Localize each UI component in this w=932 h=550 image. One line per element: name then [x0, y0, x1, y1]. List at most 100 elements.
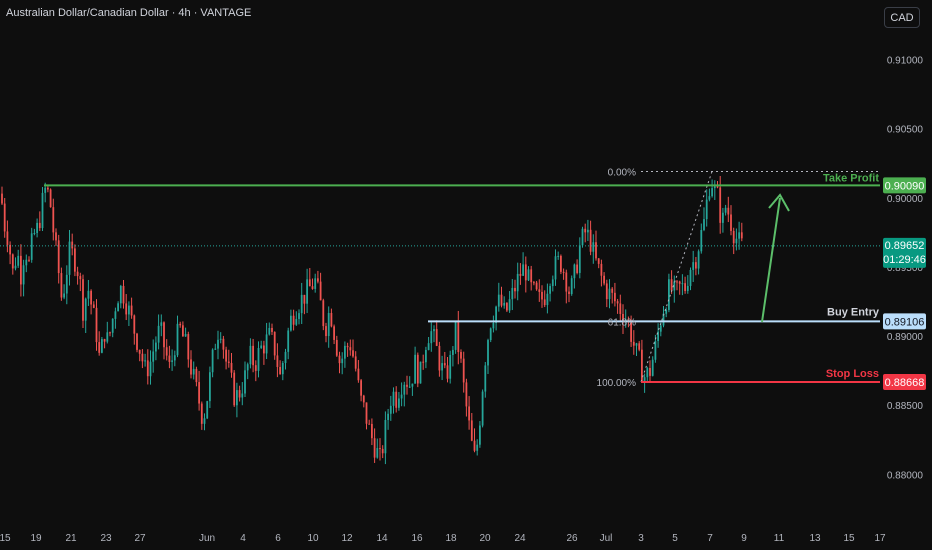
- candle: [3, 198, 6, 238]
- candle: [157, 314, 160, 350]
- candle: [678, 280, 681, 295]
- candle: [541, 285, 543, 308]
- candle: [352, 339, 354, 358]
- candle: [551, 275, 554, 292]
- candle: [371, 418, 373, 446]
- candle: [398, 391, 400, 411]
- candle: [446, 356, 449, 383]
- candle: [238, 385, 241, 402]
- candle: [349, 339, 352, 356]
- candle: [260, 340, 263, 350]
- candle: [49, 188, 52, 208]
- candle: [481, 389, 484, 428]
- candle: [65, 265, 68, 305]
- candle: [549, 283, 551, 302]
- fib-618-label: 61.8%: [608, 317, 636, 328]
- candle: [516, 262, 519, 301]
- candle: [395, 386, 398, 413]
- candle: [697, 249, 700, 275]
- candle: [381, 445, 384, 459]
- candle: [117, 301, 119, 312]
- x-tick-label: 18: [445, 533, 457, 544]
- candle: [597, 258, 600, 269]
- candle: [109, 331, 111, 337]
- candle: [130, 297, 133, 319]
- candle: [722, 207, 724, 233]
- candle: [681, 274, 684, 296]
- take-profit-label: Take Profit: [823, 172, 879, 184]
- candle: [219, 332, 222, 344]
- currency-button[interactable]: CAD: [884, 7, 920, 28]
- candle: [249, 338, 252, 369]
- candle: [98, 331, 101, 356]
- candle: [711, 179, 713, 198]
- candle: [176, 315, 179, 358]
- candle: [600, 259, 603, 287]
- candle: [673, 275, 676, 303]
- x-tick-label: 19: [30, 533, 42, 544]
- x-tick-label: 27: [134, 533, 146, 544]
- candle: [614, 282, 616, 307]
- candle: [511, 279, 514, 311]
- candle: [476, 439, 479, 456]
- candle: [692, 250, 695, 282]
- candle: [500, 286, 503, 308]
- candle: [87, 279, 90, 306]
- x-tick-label: 20: [479, 533, 491, 544]
- y-axis[interactable]: 0.91000 0.90500 0.90000 0.89500 0.89000 0.885…: [887, 55, 924, 481]
- candle: [273, 331, 276, 360]
- candle: [538, 279, 541, 302]
- candle: [384, 411, 387, 465]
- candle: [578, 237, 581, 279]
- candle: [271, 323, 273, 336]
- fib-diagonal: [640, 171, 713, 383]
- projection-arrow[interactable]: [761, 193, 790, 323]
- stop-loss-price-tag: 0.88668: [883, 373, 926, 390]
- candle: [300, 282, 303, 325]
- x-axis[interactable]: 15 19 21 23 27 Jun 4 6 10 12 14 16 18 20 24 26 Jul 3 5 7 9 11…: [0, 533, 886, 544]
- candle: [611, 287, 614, 304]
- x-tick-label: 6: [275, 533, 281, 544]
- x-tick-label: 5: [672, 533, 678, 544]
- candle: [122, 280, 125, 309]
- candle: [38, 211, 41, 232]
- candle: [287, 327, 290, 360]
- y-tick-label: 0.88000: [887, 470, 924, 481]
- candle: [365, 402, 368, 430]
- candle: [465, 378, 468, 417]
- buy-entry-price-tag: 0.89106: [883, 313, 926, 330]
- candle: [735, 228, 738, 251]
- candle: [206, 400, 209, 420]
- candle: [268, 322, 271, 336]
- candle: [133, 314, 136, 345]
- candle: [276, 343, 279, 378]
- candle: [408, 376, 411, 388]
- candle: [454, 321, 457, 354]
- candle: [30, 227, 33, 263]
- candle: [111, 318, 114, 338]
- candle: [254, 360, 257, 382]
- candle: [290, 309, 292, 332]
- candle: [257, 341, 260, 378]
- x-tick-label: 23: [100, 533, 112, 544]
- candle: [389, 395, 392, 421]
- y-tick-label: 0.91000: [887, 55, 924, 66]
- candle: [654, 334, 657, 363]
- candle: [168, 345, 171, 369]
- x-tick-label: 15: [0, 533, 11, 544]
- candle: [317, 270, 319, 284]
- candle: [281, 361, 284, 381]
- fib-100-label: 100.00%: [597, 378, 637, 389]
- candle: [217, 330, 219, 360]
- candle: [325, 322, 327, 343]
- candle: [265, 322, 268, 360]
- chart-title: Australian Dollar/Canadian Dollar · 4h ·…: [6, 7, 252, 19]
- x-tick-label: 26: [566, 533, 578, 544]
- candle: [695, 256, 697, 276]
- candle: [506, 302, 508, 313]
- candle: [422, 354, 425, 370]
- candle: [362, 394, 365, 408]
- candle: [587, 219, 589, 241]
- candle: [114, 307, 117, 329]
